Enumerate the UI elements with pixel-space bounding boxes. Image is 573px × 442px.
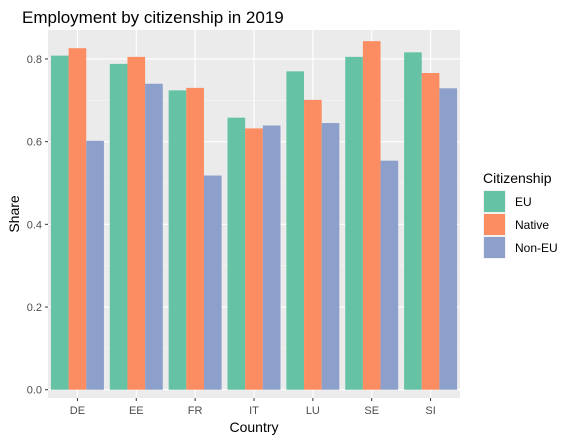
bar [245,128,263,390]
x-axis-ticks: DE EE FR IT LU SE SI [70,398,436,417]
bar [168,90,187,390]
y-tick-label: 0.6 [27,137,42,149]
legend: Citizenship EU Native Non-EU [483,170,558,259]
bar [421,73,440,390]
legend-key [484,237,505,258]
bar [50,55,69,390]
bars [50,41,458,390]
x-tick-label: SE [364,405,379,417]
bar [321,123,340,390]
bar [262,125,281,390]
bar [127,56,146,390]
bar [203,175,222,390]
y-tick-label: 0.8 [27,54,42,66]
y-tick-label: 0.0 [27,385,42,397]
y-axis-title: Share [6,195,22,233]
legend-title: Citizenship [483,170,552,186]
bar [286,71,305,390]
bar [109,63,128,390]
bar [439,88,458,390]
bar [345,56,363,390]
bar [86,140,104,390]
y-axis-ticks: 0.0 0.2 0.4 0.6 0.8 [27,54,48,397]
bar [186,87,204,390]
y-tick-label: 0.4 [27,219,42,231]
bar [362,41,381,390]
x-tick-label: FR [188,405,203,417]
legend-label: Non-EU [515,241,558,255]
legend-key [484,214,505,235]
x-tick-label: EE [129,405,144,417]
x-axis-title: Country [229,419,278,435]
bar [304,99,322,390]
legend-label: EU [515,195,532,209]
legend-key [484,191,505,212]
bar [68,48,87,390]
x-tick-label: LU [306,405,320,417]
legend-label: Native [515,218,549,232]
bar [380,160,399,390]
bar [404,52,422,390]
x-tick-label: SI [425,405,435,417]
bar [145,83,163,390]
bar [227,117,246,390]
y-tick-label: 0.2 [27,302,42,314]
x-tick-label: DE [70,405,85,417]
chart-title: Employment by citizenship in 2019 [22,8,284,27]
x-tick-label: IT [249,405,259,417]
